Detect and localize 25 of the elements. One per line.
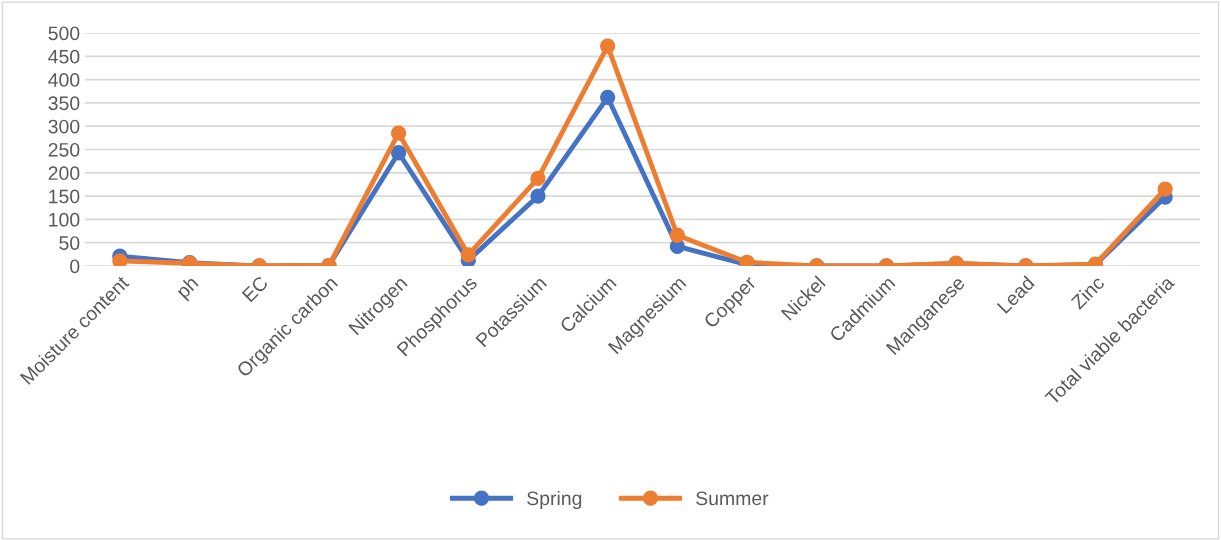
y-tick-label: 250 xyxy=(48,142,80,157)
x-tick-label: Zinc xyxy=(1069,274,1106,310)
y-tick-label: 0 xyxy=(70,259,80,274)
x-tick-label: ph xyxy=(175,275,202,302)
legend-label: Summer xyxy=(696,491,769,506)
point xyxy=(530,170,546,187)
y-tick-label: 50 xyxy=(59,236,80,250)
y-tick-label: 300 xyxy=(48,119,80,134)
y-tick-label: 100 xyxy=(49,212,80,227)
point xyxy=(1157,181,1173,197)
y-tick-label: 500 xyxy=(48,26,80,41)
y-tick-label: 150 xyxy=(49,189,80,204)
point xyxy=(390,145,407,161)
point xyxy=(669,227,685,243)
y-tick-label: 200 xyxy=(48,166,80,181)
point xyxy=(390,125,407,141)
point xyxy=(112,253,128,266)
y-tick-label: 350 xyxy=(48,96,80,111)
legend-label: Spring xyxy=(527,490,582,510)
point xyxy=(600,38,616,54)
point xyxy=(600,89,616,105)
point xyxy=(530,188,546,204)
y-tick-label: 400 xyxy=(48,73,80,87)
x-tick-label: EC xyxy=(241,275,269,303)
y-tick-label: 450 xyxy=(48,49,80,64)
